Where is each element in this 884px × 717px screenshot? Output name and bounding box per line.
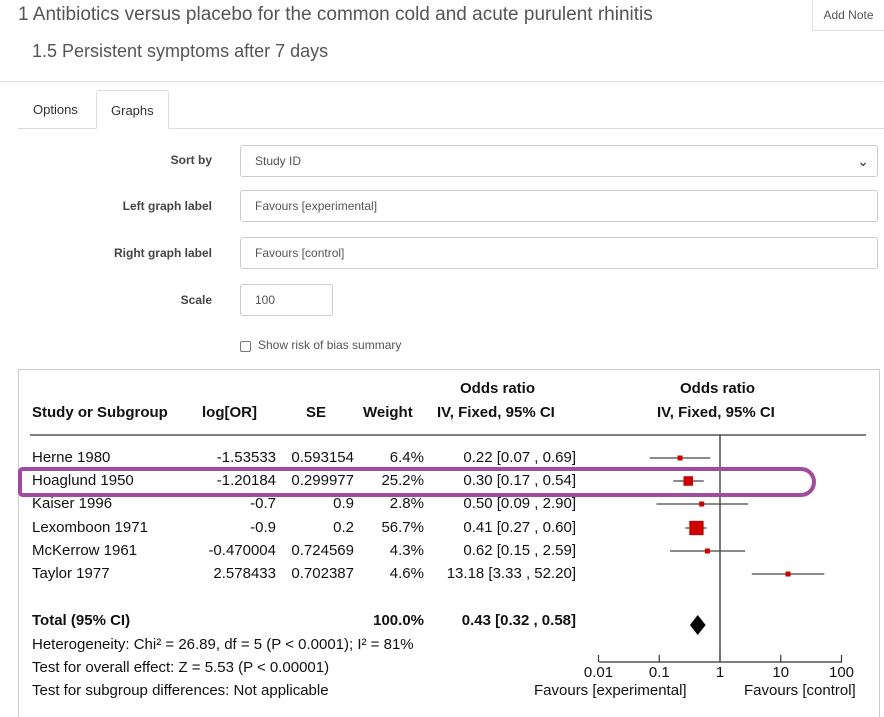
ci: 13.18 [3.33 , 52.20] [446, 565, 576, 582]
overall-effect-text: Test for overall effect: Z = 5.53 (P < 0… [32, 659, 330, 676]
point-estimate [689, 520, 704, 536]
weight: 4.6% [389, 565, 424, 582]
study-name: Kaiser 1996 [32, 495, 113, 512]
header-weight: Weight [363, 404, 413, 421]
ci: 0.22 [0.07 , 0.69] [463, 449, 576, 466]
se: 0.702387 [291, 565, 354, 582]
point-estimate [683, 476, 694, 486]
header-odds-ratio: Odds ratio [460, 380, 536, 397]
log-or: -0.7 [250, 495, 276, 512]
point-estimate [785, 571, 791, 577]
tab-graphs[interactable]: Graphs [96, 90, 169, 129]
total-ci: 0.43 [0.32 , 0.58] [461, 612, 576, 629]
header-se: SE [306, 404, 327, 421]
se: 0.9 [333, 495, 354, 512]
se: 0.2 [333, 519, 354, 536]
scale-label: Scale [180, 293, 212, 307]
se: 0.299977 [291, 472, 354, 489]
log-or: -1.20184 [216, 472, 276, 489]
point-estimate [704, 548, 710, 554]
weight: 6.4% [389, 449, 424, 466]
se: 0.593154 [291, 449, 354, 466]
log-or: -1.53533 [216, 449, 276, 466]
header-method: IV, Fixed, 95% CI [437, 404, 555, 421]
header-study: Study or Subgroup [32, 404, 168, 421]
ci: 0.30 [0.17 , 0.54] [463, 472, 576, 489]
highlight-annotation [18, 467, 816, 497]
tab-divider [18, 128, 884, 129]
ci: 0.50 [0.09 , 2.90] [463, 495, 576, 512]
total-diamond [689, 615, 706, 635]
chevron-down-icon: ⌄ [857, 153, 869, 169]
header-log-or: log[OR] [202, 404, 257, 421]
left-graph-label-label: Left graph label [122, 199, 212, 213]
study-name: McKerrow 1961 [32, 542, 138, 559]
subgroup-text: Test for subgroup differences: Not appli… [32, 682, 329, 699]
add-note-button[interactable]: Add Note [812, 0, 884, 31]
ci: 0.41 [0.27 , 0.60] [463, 519, 576, 536]
heterogeneity-text: Heterogeneity: Chi² = 26.89, df = 5 (P <… [32, 636, 414, 653]
study-name: Taylor 1977 [32, 565, 110, 582]
sort-by-label: Sort by [170, 153, 212, 167]
weight: 25.2% [381, 472, 424, 489]
x-tick-label: 0.1 [649, 664, 670, 681]
right-graph-label-label: Right graph label [113, 246, 212, 260]
weight: 56.7% [381, 519, 424, 536]
sort-by-value: Study ID [255, 154, 302, 168]
forest-plot-panel [18, 369, 880, 717]
point-estimate [677, 455, 683, 461]
right-graph-label-input[interactable]: Favours [control] [240, 237, 878, 269]
se: 0.724569 [291, 542, 354, 559]
sort-by-select[interactable]: Study ID ⌄ [240, 145, 878, 177]
total-label: Total (95% CI) [32, 612, 131, 629]
x-tick-label: 1 [716, 664, 724, 681]
study-name: Lexomboon 1971 [32, 519, 148, 536]
log-or: 2.578433 [213, 565, 276, 582]
scale-input[interactable]: 100 [240, 284, 333, 316]
favours-right-label: Favours [control] [744, 682, 856, 699]
risk-of-bias-checkbox[interactable] [240, 341, 251, 352]
total-weight: 100.0% [373, 612, 424, 629]
left-graph-label-input[interactable]: Favours [experimental] [240, 190, 878, 222]
log-or: -0.470004 [208, 542, 276, 559]
x-tick-label: 0.01 [584, 664, 613, 681]
study-name: Herne 1980 [32, 449, 111, 466]
weight: 4.3% [389, 542, 424, 559]
weight: 2.8% [389, 495, 424, 512]
x-tick-label: 10 [772, 664, 789, 681]
page-subtitle: 1.5 Persistent symptoms after 7 days [32, 41, 329, 61]
log-or: -0.9 [250, 519, 276, 536]
divider [0, 81, 884, 82]
tab-options[interactable]: Options [33, 102, 78, 117]
risk-of-bias-label: Show risk of bias summary [258, 338, 402, 352]
x-tick-label: 100 [829, 664, 854, 681]
page-title: 1 Antibiotics versus placebo for the com… [18, 4, 653, 25]
header-odds-ratio-plot: Odds ratio [680, 380, 756, 397]
point-estimate [699, 501, 705, 507]
favours-left-label: Favours [experimental] [534, 682, 687, 699]
study-name: Hoaglund 1950 [32, 472, 134, 489]
header-method-plot: IV, Fixed, 95% CI [657, 404, 775, 421]
ci: 0.62 [0.15 , 2.59] [463, 542, 576, 559]
